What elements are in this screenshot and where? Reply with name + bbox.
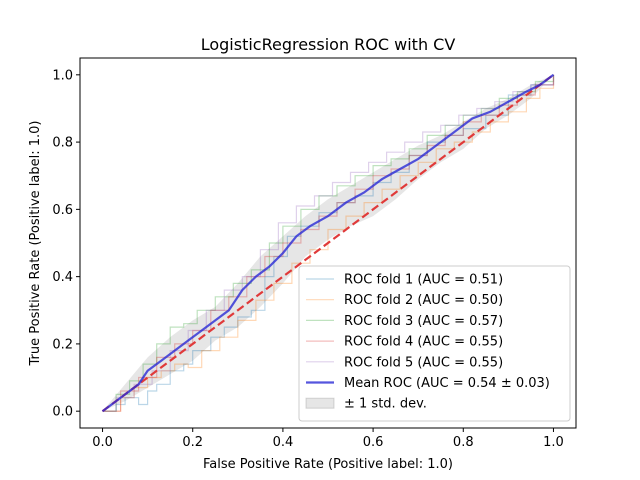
legend-std-band-label: ± 1 std. dev. xyxy=(344,397,427,412)
legend-fold-3-label: ROC fold 3 (AUC = 0.57) xyxy=(344,314,503,329)
y-tick-label: 0.8 xyxy=(52,136,73,151)
legend-mean-roc-label: Mean ROC (AUC = 0.54 ± 0.03) xyxy=(344,376,550,391)
y-tick-label: 1.0 xyxy=(52,68,73,83)
x-axis-ticks: 0.0 0.2 0.4 0.6 0.8 1.0 xyxy=(92,428,564,450)
mean-roc-line xyxy=(101,73,555,413)
legend-box xyxy=(298,265,571,422)
legend-std-band-swatch xyxy=(305,397,335,409)
x-tick-label: 0.4 xyxy=(273,435,294,450)
x-tick-label: 0.2 xyxy=(182,435,203,450)
roc-fold-4-line xyxy=(102,74,555,412)
roc-fold-2-line xyxy=(102,74,555,412)
y-axis-label: True Positive Rate (Positive label: 1.0) xyxy=(28,121,43,367)
plot-area xyxy=(79,57,577,429)
legend-fold-5-label: ROC fold 5 (AUC = 0.55) xyxy=(344,355,503,370)
legend-fold-2-label: ROC fold 2 (AUC = 0.50) xyxy=(344,293,503,308)
x-tick-label: 1.0 xyxy=(543,435,564,450)
y-tick-label: 0.6 xyxy=(52,203,73,218)
axes-frame xyxy=(79,57,577,429)
y-tick-label: 0.4 xyxy=(52,270,73,285)
chance-line xyxy=(101,73,555,413)
x-tick-label: 0.6 xyxy=(363,435,384,450)
x-tick-label: 0.8 xyxy=(453,435,474,450)
legend-fold-1-label: ROC fold 1 (AUC = 0.51) xyxy=(344,273,503,288)
y-tick-label: 0.2 xyxy=(52,337,73,352)
y-tick-label: 0.0 xyxy=(52,405,73,420)
x-tick-label: 0.0 xyxy=(92,435,113,450)
y-axis-ticks: 0.0 0.2 0.4 0.6 0.8 1.0 xyxy=(52,68,80,420)
chart-title: LogisticRegression ROC with CV xyxy=(201,35,456,54)
legend: ROC fold 1 (AUC = 0.51) ROC fold 2 (AUC =… xyxy=(298,265,571,422)
legend-fold-4-label: ROC fold 4 (AUC = 0.55) xyxy=(344,335,503,350)
x-axis-label: False Positive Rate (Positive label: 1.0… xyxy=(203,457,453,472)
